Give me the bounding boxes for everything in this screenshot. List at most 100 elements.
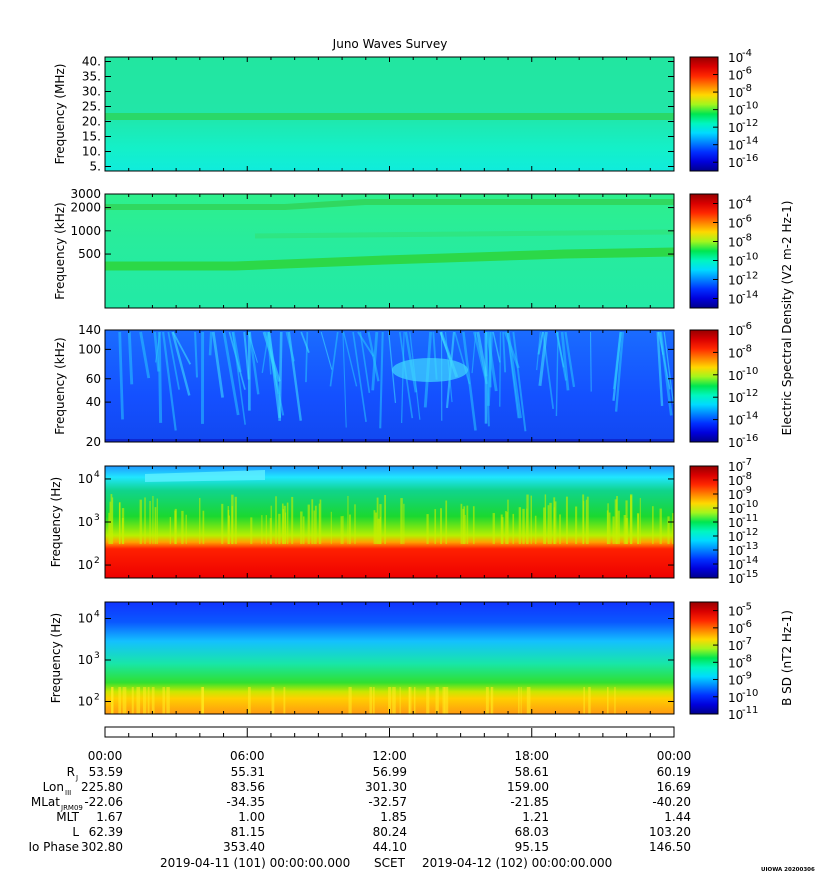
ephemeris-value: -34.35: [226, 795, 265, 809]
colorbar-tick-exponent: -16: [742, 153, 758, 164]
y-tick-label: 100: [78, 342, 101, 356]
ephemeris-value: 83.56: [231, 780, 265, 794]
colorbar-tick-exponent: -8: [742, 343, 752, 354]
ephemeris-value: 302.80: [81, 840, 123, 854]
y-tick-label: 10: [78, 472, 93, 486]
time-tick-label: 12:00: [372, 749, 407, 763]
colorbar-tick-label: 10: [728, 391, 743, 405]
y-tick-exponent: 2: [94, 556, 100, 566]
y-tick-label: 10.: [82, 145, 101, 159]
colorbar-tick-label: 10: [728, 217, 743, 231]
colorbar-tick-exponent: -12: [742, 118, 758, 129]
spectrogram-panel-1: 5.10.15.20.25.30.35.40. Frequency (MHz) 10…: [53, 48, 758, 174]
y-tick-label: 40.: [82, 55, 101, 69]
y-tick-label: 10: [78, 558, 93, 572]
colorbar-tick-label: 10: [728, 51, 743, 65]
ephemeris-label: Lon: [43, 780, 64, 794]
colorbar-tick-exponent: -6: [742, 619, 752, 630]
time-tick-label: 00:00: [88, 749, 123, 763]
y-tick-label: 140: [78, 323, 101, 337]
colorbar-tick-exponent: -8: [742, 653, 752, 664]
y-tick-label: 10: [78, 515, 93, 529]
ephemeris-table: R J 53.59 55.31 56.99 58.61 60.19 Lon III 225.80 8…: [28, 765, 691, 854]
colorbar-tick-exponent: -14: [742, 555, 758, 566]
colorbar-tick-exponent: -13: [742, 541, 758, 552]
ephemeris-value: 1.85: [380, 810, 407, 824]
y-tick-label: 3000: [70, 187, 101, 201]
ephemeris-value: 68.03: [515, 825, 549, 839]
colorbar-tick-label: 10: [728, 69, 743, 83]
colorbar-tick-label: 10: [728, 656, 743, 670]
colorbar-tick-exponent: -6: [742, 321, 752, 332]
colorbar-tick-label: 10: [728, 139, 743, 153]
ephemeris-value: 56.99: [373, 765, 407, 779]
colorbar-tick-exponent: -8: [742, 233, 752, 244]
colorbar-tick-label: 10: [728, 502, 743, 516]
ephemeris-value: 1.67: [96, 810, 123, 824]
chart-title: Juno Waves Survey: [332, 37, 448, 51]
y-tick-label: 15.: [82, 130, 101, 144]
ephemeris-value: 95.15: [515, 840, 549, 854]
colorbar-tick-label: 10: [728, 156, 743, 170]
colorbar-tick-label: 10: [728, 558, 743, 572]
processing-stamp: UIOWA 20200306: [761, 867, 815, 873]
time-tick-label: 00:00: [657, 749, 692, 763]
ephemeris-value: -40.20: [652, 795, 691, 809]
time-axis: 00:00 06:00 12:00 18:00 00:00: [88, 726, 692, 763]
y-axis-label: Frequency (kHz): [53, 337, 67, 434]
colorbar-tick-label: 10: [728, 324, 743, 338]
y-tick-label: 500: [78, 247, 101, 261]
y-tick-label: 10: [78, 653, 93, 667]
ephemeris-value: 60.19: [657, 765, 691, 779]
colorbar-tick-label: 10: [728, 121, 743, 135]
y-tick-label: 60: [86, 372, 101, 386]
colorbar-tick-exponent: -6: [742, 214, 752, 225]
colorbar-tick-label: 10: [728, 86, 743, 100]
time-tick-label: 06:00: [230, 749, 265, 763]
colorbar-tick-label: 10: [728, 369, 743, 383]
colorbar-tick-exponent: -12: [742, 527, 758, 538]
colorbar-tick-label: 10: [728, 104, 743, 118]
y-tick-exponent: 4: [94, 470, 100, 480]
y-tick-label: 10: [78, 612, 93, 626]
colorbar-tick-exponent: -12: [742, 271, 758, 282]
ephemeris-value: 80.24: [373, 825, 407, 839]
colorbar-tick-exponent: -14: [742, 290, 758, 301]
y-tick-label: 5.: [90, 160, 101, 174]
y-tick-label: 10: [78, 695, 93, 709]
colorbar-label-electric: Electric Spectral Density (V2 m-2 Hz-1): [780, 201, 794, 436]
y-tick-exponent: 4: [94, 610, 100, 620]
ephemeris-label: MLat: [31, 795, 60, 809]
colorbar-tick-label: 10: [728, 622, 743, 636]
colorbar-tick-exponent: -7: [742, 457, 752, 468]
colorbar-tick-exponent: -9: [742, 485, 752, 496]
ephemeris-label: R: [67, 765, 75, 779]
ephemeris-value: -21.85: [510, 795, 549, 809]
ephemeris-value: 55.31: [231, 765, 265, 779]
colorbar-tick-exponent: -6: [742, 66, 752, 77]
colorbar-tick-label: 10: [728, 236, 743, 250]
colorbar-tick-exponent: -7: [742, 636, 752, 647]
ephemeris-value: 81.15: [231, 825, 265, 839]
y-axis-label: Frequency (MHz): [53, 64, 67, 165]
colorbar-tick-label: 10: [728, 255, 743, 269]
ephemeris-label: MLT: [56, 810, 79, 824]
colorbar-tick-label: 10: [728, 516, 743, 530]
y-tick-label: 25.: [82, 100, 101, 114]
colorbar-tick-label: 10: [728, 544, 743, 558]
ephemeris-label-subscript: III: [65, 789, 71, 797]
ephemeris-value: 225.80: [81, 780, 123, 794]
ephemeris-value: -32.57: [368, 795, 407, 809]
colorbar-label-magnetic: B SD (nT2 Hz-1): [780, 610, 794, 706]
colorbar-4: 10-710-810-910-1010-1110-1210-1310-1410-…: [689, 457, 758, 586]
date-start: 2019-04-11 (101) 00:00:00.000: [160, 856, 351, 870]
colorbar-tick-label: 10: [728, 605, 743, 619]
y-tick-label: 30.: [82, 85, 101, 99]
colorbar-tick-exponent: -16: [742, 433, 758, 444]
y-tick-exponent: 2: [94, 693, 100, 703]
colorbar-tick-exponent: -12: [742, 388, 758, 399]
y-tick-label: 20.: [82, 115, 101, 129]
